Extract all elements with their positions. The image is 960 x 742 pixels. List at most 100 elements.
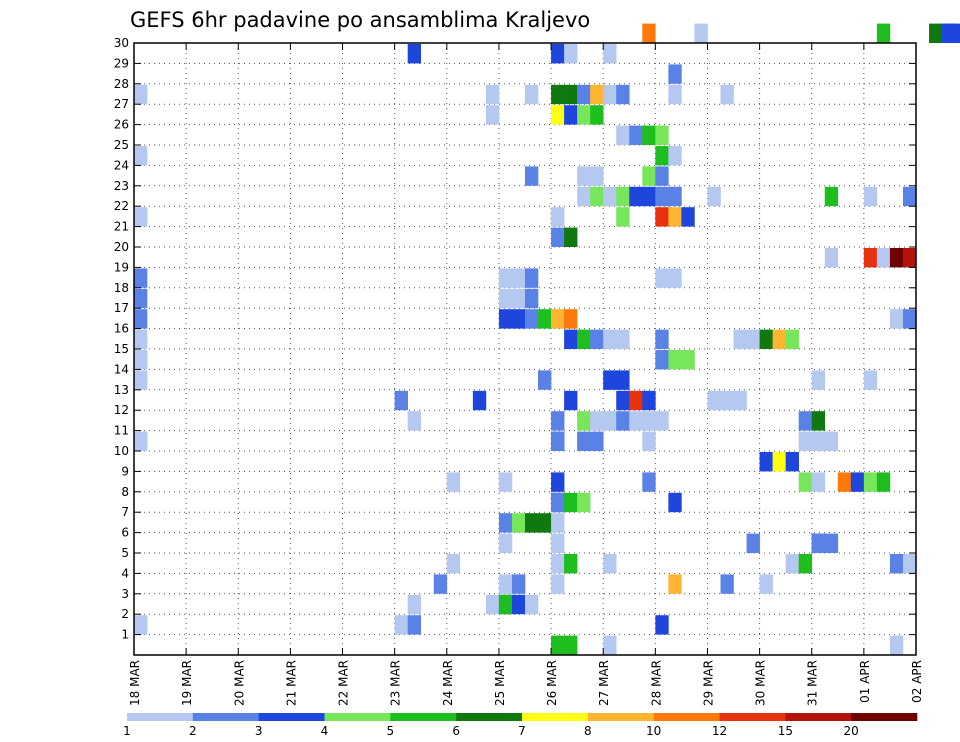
precip-cell xyxy=(733,329,747,349)
precip-cell xyxy=(577,166,591,186)
precip-cell xyxy=(538,513,552,533)
x-tick-label: 23 MAR xyxy=(389,660,403,706)
precip-cell xyxy=(498,472,513,492)
precip-cell xyxy=(551,309,565,329)
precip-cell xyxy=(525,513,539,533)
y-tick-label: 11 xyxy=(114,424,129,438)
precip-cell xyxy=(498,574,513,594)
precip-cell xyxy=(811,472,826,492)
precip-cell xyxy=(811,431,826,451)
precip-cell xyxy=(603,635,617,655)
precip-cell xyxy=(902,309,917,329)
y-tick-label: 29 xyxy=(114,56,129,70)
precip-cell xyxy=(498,533,513,553)
precip-cell xyxy=(577,492,591,513)
precip-cell xyxy=(655,166,669,186)
x-tick-label: 24 MAR xyxy=(441,660,455,706)
precip-cell xyxy=(863,248,878,268)
colorbar-segment xyxy=(324,713,391,721)
colorbar-label: 2 xyxy=(189,724,197,738)
y-tick-label: 6 xyxy=(121,526,129,540)
x-tick-label: 29 MAR xyxy=(701,660,715,706)
x-tick-label: 18 MAR xyxy=(128,660,142,706)
precip-cell xyxy=(642,125,656,145)
precip-cell xyxy=(668,84,682,105)
precip-cell xyxy=(733,390,747,411)
precip-cell xyxy=(785,554,799,574)
precip-cell xyxy=(902,554,917,574)
precip-cell xyxy=(525,288,539,309)
precip-cell xyxy=(511,309,526,329)
precip-cell xyxy=(655,411,669,431)
y-tick-label: 9 xyxy=(121,464,129,478)
precip-cell xyxy=(511,268,526,288)
precip-cell xyxy=(616,207,630,227)
y-tick-label: 7 xyxy=(121,505,129,519)
precip-cell xyxy=(525,268,539,288)
precip-cell xyxy=(616,186,630,207)
precip-cell xyxy=(551,635,565,655)
precip-cell xyxy=(564,309,578,329)
precip-cell xyxy=(902,186,917,207)
precip-cell xyxy=(538,370,552,390)
precip-cell xyxy=(629,186,643,207)
precip-cell xyxy=(876,248,891,268)
precip-cell xyxy=(863,370,878,390)
precip-cell xyxy=(629,125,643,145)
colorbar-segment xyxy=(192,713,259,721)
precip-cell xyxy=(746,329,760,349)
precip-cell xyxy=(902,248,917,268)
y-tick-label: 25 xyxy=(114,138,129,152)
x-tick-label: 31 MAR xyxy=(806,660,820,706)
y-tick-label: 26 xyxy=(114,118,129,132)
precip-cell xyxy=(759,574,773,594)
precip-cell xyxy=(134,329,148,349)
precip-cell xyxy=(720,84,734,105)
precip-cell xyxy=(603,554,617,574)
precip-cell xyxy=(564,635,578,655)
precip-cell xyxy=(889,554,904,574)
x-tick-label: 25 MAR xyxy=(493,660,507,706)
x-tick-label: 20 MAR xyxy=(232,660,246,706)
precip-cell xyxy=(538,309,552,329)
precip-cell xyxy=(577,84,591,105)
colorbar-label: 5 xyxy=(387,724,395,738)
precip-cell xyxy=(655,207,669,227)
precip-cell xyxy=(407,594,422,615)
precip-cell xyxy=(551,44,565,64)
precip-cell xyxy=(498,513,513,533)
y-tick-label: 18 xyxy=(114,281,129,295)
y-tick-label: 23 xyxy=(114,179,129,193)
precip-cell xyxy=(525,309,539,329)
precip-cell xyxy=(681,350,695,370)
precip-cell xyxy=(551,84,565,105)
precip-cell xyxy=(603,84,617,105)
precip-cell xyxy=(551,533,565,553)
colorbar-segment xyxy=(390,713,457,721)
precip-cell xyxy=(668,64,682,84)
precip-cell xyxy=(798,411,813,431)
y-tick-label: 19 xyxy=(114,260,129,274)
precip-cell xyxy=(720,574,734,594)
colorbar-segment xyxy=(522,713,589,721)
precip-cell xyxy=(134,615,148,635)
precip-cell xyxy=(811,370,826,390)
precip-cell xyxy=(811,411,826,431)
precip-cell xyxy=(889,635,904,655)
precip-cell xyxy=(655,615,669,635)
colorbar-label: 10 xyxy=(646,724,661,738)
precip-cell xyxy=(564,44,578,64)
precip-cell xyxy=(642,23,656,43)
y-tick-label: 30 xyxy=(114,36,129,50)
precip-cell xyxy=(551,554,565,574)
precip-cell xyxy=(577,329,591,349)
precip-cell xyxy=(134,288,148,309)
precip-cell xyxy=(603,411,617,431)
precip-cell xyxy=(603,329,617,349)
precip-cell xyxy=(811,533,826,553)
precip-cell xyxy=(616,411,630,431)
precip-cell xyxy=(824,533,839,553)
precip-cell xyxy=(577,431,591,451)
precip-cell xyxy=(603,370,617,390)
colorbar-legend: 1 2 3 4 5 6 7 8 10 12 15 20 xyxy=(123,713,918,738)
